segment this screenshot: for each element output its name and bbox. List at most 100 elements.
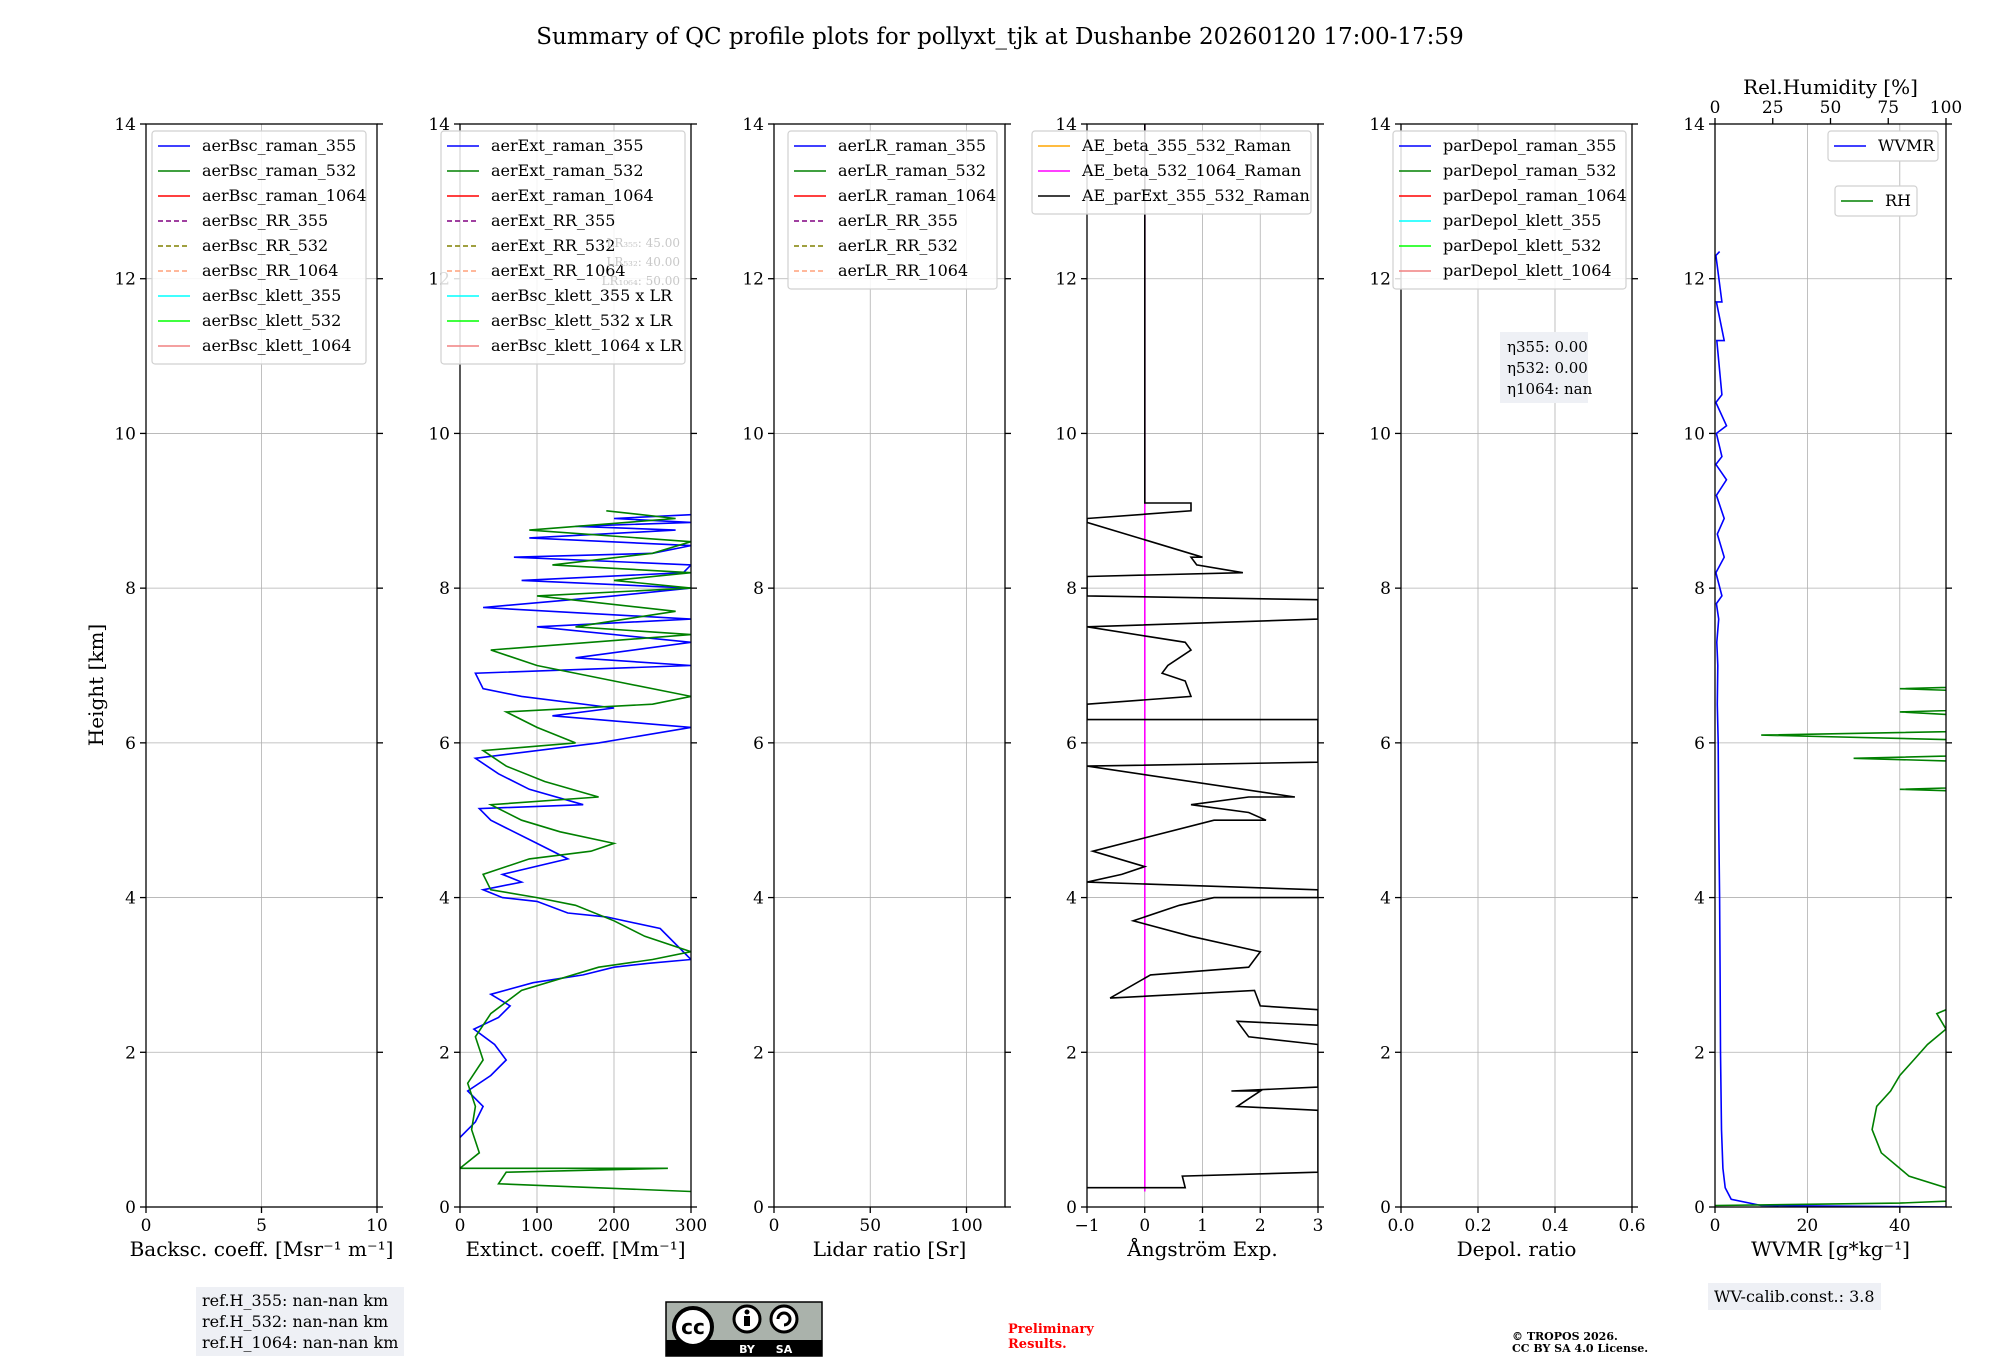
y-tick-label: 2 [1066,1043,1077,1063]
x-tick-label: 300 [675,1216,707,1236]
legend-label: AE_beta_532_1064_Raman [1081,161,1301,180]
angstrom-annotation: η532: 0.00 [1507,359,1588,377]
legend-label: aerBsc_klett_1064 [202,336,351,355]
x-tick-label: 100 [950,1216,982,1236]
copyright-line-2: CC BY SA 4.0 License. [1512,1342,1648,1355]
legend-label: aerLR_RR_532 [838,236,958,255]
legend-label: parDepol_raman_355 [1443,136,1616,155]
y-tick-label: 14 [1055,115,1077,135]
y-tick-label: 0 [125,1198,136,1218]
x-axis-label: Ångström Exp. [1126,1236,1277,1261]
y-tick-label: 10 [1369,424,1391,444]
preliminary-line-2: Results. [1008,1337,1067,1352]
legend-label: aerBsc_klett_355 [202,286,341,305]
top-x-tick-label: 100 [1930,98,1962,118]
legend-label: aerLR_raman_1064 [838,186,996,205]
axes-frame [1400,123,1633,1208]
y-tick-label: 14 [1683,115,1705,135]
legend-box [151,130,367,365]
x-tick-label: 50 [859,1216,881,1236]
legend-label: aerExt_raman_532 [491,161,644,180]
legend-label: parDepol_klett_355 [1443,211,1601,230]
y-tick-label: 8 [1066,579,1077,599]
legend-label: aerBsc_raman_532 [202,161,356,180]
y-tick-label: 2 [753,1043,764,1063]
axes-frame [773,123,1006,1208]
x-tick-label: 20 [1797,1216,1819,1236]
x-tick-label: 200 [598,1216,630,1236]
legend-label: aerLR_raman_355 [838,136,986,155]
ref-height-1064: ref.H_1064: nan-nan km [202,1333,399,1352]
y-tick-label: 4 [125,889,136,909]
legend-box [1834,185,1918,217]
legend-label: parDepol_klett_532 [1443,236,1601,255]
y-tick-label: 10 [428,424,450,444]
y-tick-label: 2 [125,1043,136,1063]
by-icon-body [744,1316,750,1326]
x-axis-label: Lidar ratio [Sr] [813,1237,967,1261]
y-tick-label: 6 [1380,734,1391,754]
y-tick-label: 6 [1066,734,1077,754]
legend-label: aerExt_RR_532 [491,236,615,255]
wv-calib-box: WV-calib.const.: 3.8 [1708,1283,1881,1310]
cc-license-badge[interactable]: cc BY SA [665,1301,823,1357]
top-x-tick-label: 75 [1877,98,1899,118]
legend-label: AE_parExt_355_532_Raman [1081,186,1310,205]
legend: aerBsc_raman_355 aerBsc_raman_532 aerBsc_r… [151,130,367,365]
legend-box [440,130,686,365]
y-axis-label: Height [km] [84,624,108,746]
y-tick-label: 14 [1369,115,1391,135]
sa-icon-arrow [776,1311,792,1327]
x-tick-label: 0 [141,1216,152,1236]
y-tick-label: 6 [125,734,136,754]
series-aerExt_raman_532 [460,510,691,1193]
axes-frame [459,123,692,1208]
x-tick-label: 100 [521,1216,553,1236]
angstrom-box-bg [1500,332,1588,403]
legend: parDepol_raman_355 parDepol_raman_532 parD… [1392,130,1627,290]
x-tick-label: 40 [1889,1216,1911,1236]
y-tick-label: 4 [1694,889,1705,909]
series-WVMR [1715,251,1946,1207]
x-tick-label: 0 [769,1216,780,1236]
legend-box [1392,130,1627,290]
legend-wvmr: WVMR [1827,130,1939,162]
y-tick-label: 6 [1694,734,1705,754]
legend-label: parDepol_raman_1064 [1443,186,1627,205]
series-aerExt_raman_355 [460,513,691,1138]
y-tick-label: 14 [742,115,764,135]
y-tick-label: 12 [1683,270,1705,290]
reference-heights-box: ref.H_355: nan-nan km ref.H_532: nan-nan… [196,1287,405,1356]
y-tick-label: 14 [428,115,450,135]
y-tick-label: 0 [1066,1198,1077,1218]
panel-depol: 0.0 0.2 0.4 0.6 0 2 4 6 8 10 12 14 Depol. ratio parDe… [1369,115,1645,1261]
legend-box [1031,130,1312,215]
x-axis-label: Extinct. coeff. [Mm⁻¹] [465,1237,685,1261]
x-tick-label: 1 [1197,1216,1208,1236]
legend-label: aerExt_raman_1064 [491,186,654,205]
legend-label: aerExt_RR_355 [491,211,615,230]
cc-icon [672,1306,714,1348]
x-tick-label: 0.6 [1618,1216,1645,1236]
y-tick-label: 2 [1380,1043,1391,1063]
panel-wv: 0 20 40 0 2 4 6 8 10 12 14 WVMR [g*kg⁻¹] 0 25 50 75 100 R… [1683,75,1962,1261]
top-x-tick-label: 25 [1762,98,1784,118]
y-tick-label: 0 [1694,1198,1705,1218]
legend-label: aerBsc_RR_355 [202,211,328,230]
y-tick-label: 10 [1055,424,1077,444]
legend-label: aerBsc_RR_1064 [202,261,338,280]
y-tick-label: 10 [742,424,764,444]
y-tick-label: 8 [439,579,450,599]
y-tick-label: 2 [1694,1043,1705,1063]
y-tick-label: 10 [114,424,136,444]
y-tick-label: 12 [1055,270,1077,290]
x-tick-label: 0 [1139,1216,1150,1236]
legend-label: parDepol_klett_1064 [1443,261,1612,280]
legend-label: aerLR_RR_1064 [838,261,968,280]
lr-annotation: LR₅₃₂: 40.00 [606,255,680,269]
x-tick-label: 0 [455,1216,466,1236]
legend-label: aerExt_raman_355 [491,136,644,155]
legend-box [1827,130,1939,162]
